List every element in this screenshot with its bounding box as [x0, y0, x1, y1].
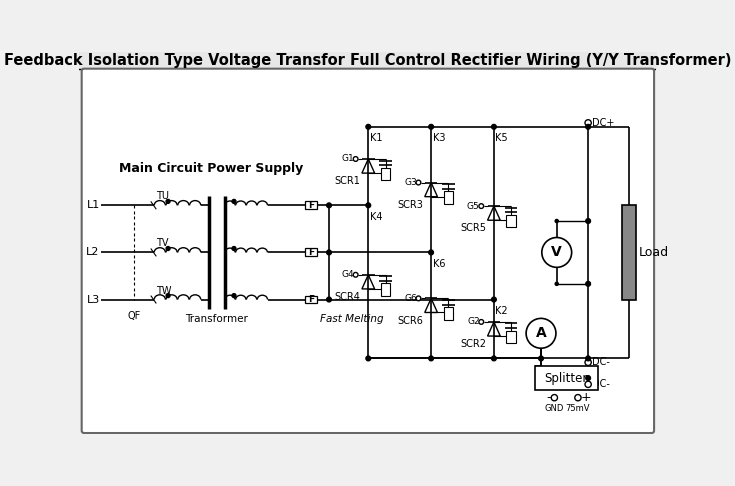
Text: Main Circuit Power Supply: Main Circuit Power Supply	[118, 162, 303, 175]
Text: SCR3: SCR3	[398, 200, 423, 210]
Circle shape	[366, 203, 370, 208]
Text: DC-: DC-	[592, 380, 610, 389]
Text: Fast Melting: Fast Melting	[320, 313, 384, 324]
Text: G2: G2	[467, 317, 480, 327]
Circle shape	[326, 297, 331, 302]
Circle shape	[479, 204, 484, 208]
Bar	[444, 191, 453, 204]
Bar	[444, 307, 453, 320]
Circle shape	[354, 156, 358, 161]
Circle shape	[354, 273, 358, 277]
Text: K6: K6	[433, 259, 445, 269]
Circle shape	[586, 219, 590, 224]
Text: K1: K1	[370, 133, 382, 143]
Bar	[622, 205, 636, 299]
Circle shape	[232, 246, 236, 250]
Text: K2: K2	[495, 306, 508, 316]
Circle shape	[166, 199, 170, 203]
Circle shape	[232, 294, 236, 297]
Circle shape	[366, 356, 370, 361]
Circle shape	[232, 199, 236, 203]
Text: TU: TU	[157, 191, 169, 201]
Text: K5: K5	[495, 133, 508, 143]
Text: A: A	[536, 326, 546, 340]
Circle shape	[551, 395, 558, 401]
Text: DC-: DC-	[592, 357, 610, 367]
Text: -: -	[547, 391, 551, 404]
Circle shape	[166, 294, 170, 297]
Text: SCR5: SCR5	[460, 224, 486, 233]
Bar	[506, 330, 516, 343]
Circle shape	[492, 297, 496, 302]
Circle shape	[555, 282, 559, 285]
Circle shape	[586, 376, 590, 381]
Text: GND: GND	[545, 404, 564, 413]
Circle shape	[479, 320, 484, 324]
Circle shape	[586, 281, 590, 286]
Text: Feedback Isolation Type Voltage Transfor Full Control Rectifier Wiring (Y/Y Tran: Feedback Isolation Type Voltage Transfor…	[4, 53, 731, 69]
Text: 75mV: 75mV	[566, 404, 590, 413]
Text: Load: Load	[639, 246, 670, 259]
Circle shape	[366, 124, 370, 129]
Text: QF: QF	[128, 311, 141, 321]
Text: Splitter: Splitter	[545, 372, 588, 384]
Bar	[305, 201, 318, 209]
Text: F: F	[308, 201, 314, 210]
Text: G3: G3	[404, 178, 417, 187]
Bar	[305, 295, 318, 303]
Circle shape	[326, 203, 331, 208]
Circle shape	[575, 395, 581, 401]
Circle shape	[586, 356, 590, 361]
Bar	[381, 283, 390, 296]
Text: SCR6: SCR6	[398, 315, 423, 326]
Circle shape	[166, 246, 170, 250]
Text: +: +	[581, 391, 592, 404]
Text: G4: G4	[342, 270, 354, 279]
Circle shape	[555, 220, 559, 223]
Circle shape	[586, 124, 590, 129]
Text: G6: G6	[404, 294, 417, 303]
Text: L2: L2	[87, 247, 100, 258]
Circle shape	[416, 296, 421, 301]
Circle shape	[326, 250, 331, 255]
Circle shape	[526, 318, 556, 348]
Text: L1: L1	[87, 200, 100, 210]
Circle shape	[539, 356, 543, 361]
Text: Transformer: Transformer	[185, 313, 248, 324]
Circle shape	[429, 250, 434, 255]
Text: F: F	[308, 295, 314, 304]
Text: TW: TW	[157, 286, 172, 295]
Circle shape	[542, 238, 572, 267]
Text: SCR2: SCR2	[460, 339, 486, 349]
Text: TV: TV	[157, 239, 169, 248]
Circle shape	[492, 356, 496, 361]
Circle shape	[416, 180, 421, 185]
FancyBboxPatch shape	[82, 69, 654, 433]
Text: V: V	[551, 245, 562, 260]
Circle shape	[585, 359, 591, 365]
Text: L3: L3	[87, 295, 100, 305]
Text: K4: K4	[370, 211, 382, 222]
Text: DC+: DC+	[592, 118, 614, 128]
Text: K3: K3	[433, 133, 445, 143]
Text: SCR1: SCR1	[334, 176, 360, 186]
Circle shape	[585, 381, 591, 387]
Text: G5: G5	[467, 202, 480, 210]
Text: F: F	[308, 248, 314, 257]
Text: G1: G1	[341, 155, 354, 163]
Circle shape	[429, 356, 434, 361]
Circle shape	[492, 124, 496, 129]
Text: SCR4: SCR4	[334, 292, 360, 302]
Circle shape	[429, 124, 434, 129]
Circle shape	[585, 120, 591, 126]
Bar	[381, 168, 390, 180]
Bar	[535, 366, 598, 390]
Bar	[305, 248, 318, 256]
Bar	[506, 215, 516, 227]
